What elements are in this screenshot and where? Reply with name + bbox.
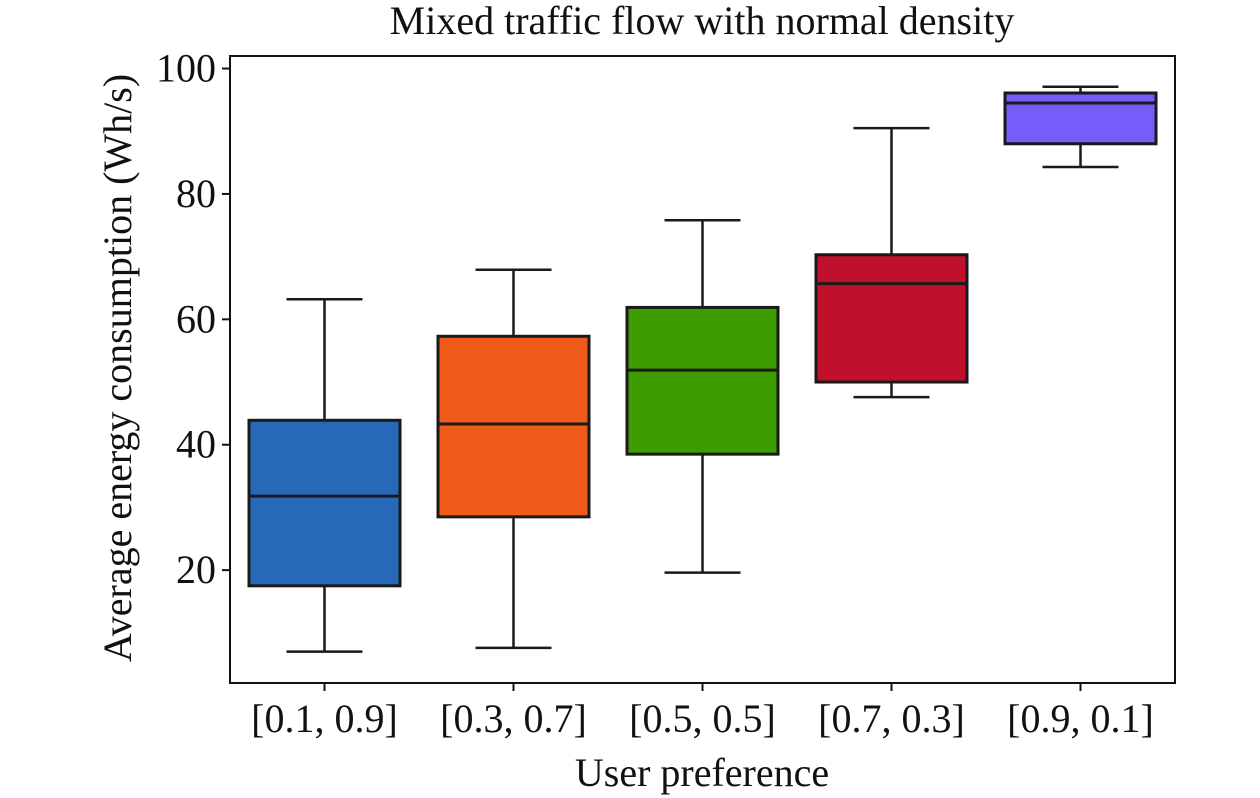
- chart-title: Mixed traffic flow with normal density: [390, 0, 1015, 43]
- y-tick-label: 100: [156, 46, 216, 91]
- box: [1003, 91, 1158, 146]
- x-tick-label: [0.9, 0.1]: [1007, 696, 1154, 741]
- x-tick-label: [0.5, 0.5]: [629, 696, 776, 741]
- y-tick-label: 20: [176, 547, 216, 592]
- y-axis-label: Average energy consumption (Wh/s): [95, 74, 140, 662]
- y-tick-label: 60: [176, 296, 216, 341]
- box: [436, 334, 591, 519]
- x-tick-label: [0.7, 0.3]: [818, 696, 965, 741]
- plot-area: [247, 85, 1158, 653]
- x-tick-label: [0.3, 0.7]: [440, 696, 587, 741]
- box-group-4: [814, 126, 969, 399]
- box-group-5: [1003, 85, 1158, 169]
- y-axis: 20 40 60 80 100: [156, 46, 230, 592]
- x-axis: [0.1, 0.9] [0.3, 0.7] [0.5, 0.5] [0.7, 0.3]…: [251, 683, 1154, 741]
- y-tick-label: 40: [176, 422, 216, 467]
- box: [625, 305, 780, 456]
- box: [814, 253, 969, 384]
- y-tick-label: 80: [176, 171, 216, 216]
- x-axis-label: User preference: [575, 750, 829, 795]
- box: [247, 418, 402, 588]
- box-group-3: [625, 219, 780, 574]
- box-group-2: [436, 268, 591, 650]
- box-group-1: [247, 298, 402, 653]
- x-tick-label: [0.1, 0.9]: [251, 696, 398, 741]
